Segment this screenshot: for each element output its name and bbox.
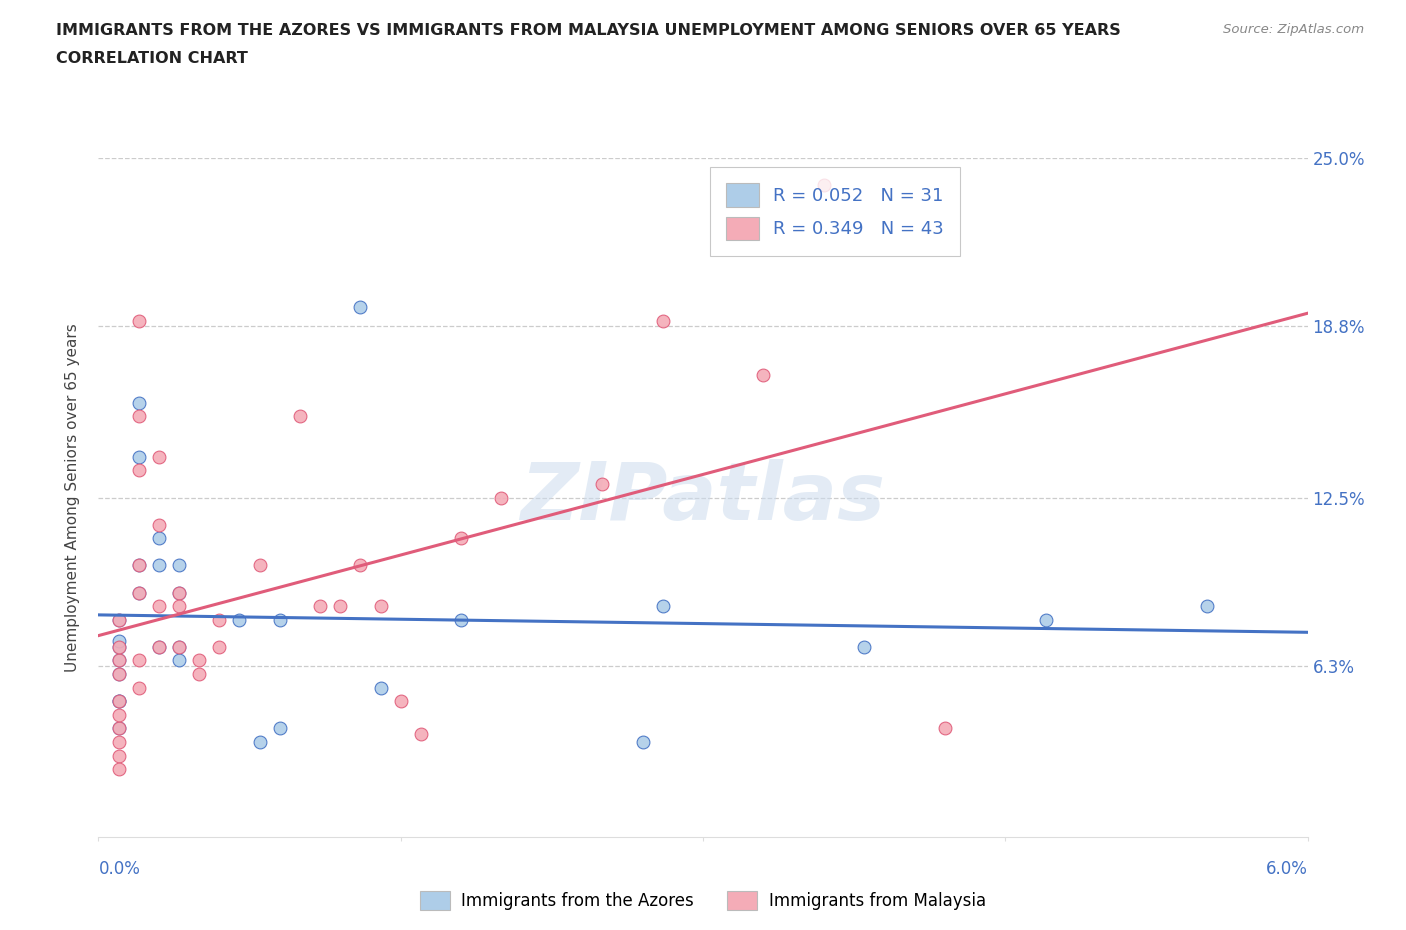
- Point: [107, 735, 129, 750]
- Point: [148, 449, 170, 464]
- Point: [188, 667, 211, 682]
- Point: [107, 640, 129, 655]
- Point: [167, 640, 190, 655]
- Point: [107, 694, 129, 709]
- Point: [450, 531, 472, 546]
- Text: 6.0%: 6.0%: [1265, 860, 1308, 878]
- Text: CORRELATION CHART: CORRELATION CHART: [56, 51, 247, 66]
- Text: 0.0%: 0.0%: [98, 860, 141, 878]
- Point: [208, 612, 231, 627]
- Point: [107, 762, 129, 777]
- Point: [107, 612, 129, 627]
- Point: [288, 408, 311, 423]
- Point: [107, 694, 129, 709]
- Point: [813, 178, 835, 193]
- Point: [148, 640, 170, 655]
- Point: [1035, 612, 1057, 627]
- Text: Source: ZipAtlas.com: Source: ZipAtlas.com: [1223, 23, 1364, 36]
- Point: [450, 612, 472, 627]
- Point: [148, 531, 170, 546]
- Point: [370, 680, 392, 695]
- Point: [853, 640, 876, 655]
- Point: [107, 640, 129, 655]
- Point: [1195, 599, 1218, 614]
- Y-axis label: Unemployment Among Seniors over 65 years: Unemployment Among Seniors over 65 years: [65, 324, 80, 671]
- Point: [389, 694, 412, 709]
- Point: [107, 612, 129, 627]
- Point: [249, 558, 271, 573]
- Point: [128, 408, 150, 423]
- Point: [249, 735, 271, 750]
- Point: [148, 558, 170, 573]
- Point: [591, 476, 613, 491]
- Point: [128, 558, 150, 573]
- Point: [409, 726, 432, 741]
- Point: [208, 640, 231, 655]
- Point: [349, 558, 371, 573]
- Point: [107, 667, 129, 682]
- Point: [167, 640, 190, 655]
- Point: [128, 585, 150, 600]
- Point: [934, 721, 956, 736]
- Point: [167, 653, 190, 668]
- Point: [128, 463, 150, 478]
- Point: [491, 490, 513, 505]
- Point: [370, 599, 392, 614]
- Point: [651, 313, 673, 328]
- Point: [128, 680, 150, 695]
- Point: [752, 368, 775, 383]
- Legend: R = 0.052   N = 31, R = 0.349   N = 43: R = 0.052 N = 31, R = 0.349 N = 43: [710, 167, 960, 256]
- Point: [167, 558, 190, 573]
- Point: [148, 517, 170, 532]
- Point: [349, 300, 371, 315]
- Point: [228, 612, 250, 627]
- Point: [128, 313, 150, 328]
- Legend: Immigrants from the Azores, Immigrants from Malaysia: Immigrants from the Azores, Immigrants f…: [413, 884, 993, 917]
- Point: [107, 667, 129, 682]
- Point: [107, 653, 129, 668]
- Point: [128, 558, 150, 573]
- Point: [329, 599, 352, 614]
- Point: [107, 748, 129, 763]
- Point: [128, 585, 150, 600]
- Point: [107, 721, 129, 736]
- Point: [651, 599, 673, 614]
- Point: [631, 735, 654, 750]
- Point: [148, 599, 170, 614]
- Point: [128, 395, 150, 410]
- Point: [269, 612, 291, 627]
- Point: [167, 585, 190, 600]
- Point: [107, 694, 129, 709]
- Point: [167, 585, 190, 600]
- Point: [269, 721, 291, 736]
- Point: [309, 599, 332, 614]
- Point: [107, 653, 129, 668]
- Point: [167, 599, 190, 614]
- Point: [107, 708, 129, 723]
- Text: IMMIGRANTS FROM THE AZORES VS IMMIGRANTS FROM MALAYSIA UNEMPLOYMENT AMONG SENIOR: IMMIGRANTS FROM THE AZORES VS IMMIGRANTS…: [56, 23, 1121, 38]
- Point: [107, 634, 129, 649]
- Point: [128, 653, 150, 668]
- Text: ZIPatlas: ZIPatlas: [520, 458, 886, 537]
- Point: [107, 721, 129, 736]
- Point: [128, 449, 150, 464]
- Point: [188, 653, 211, 668]
- Point: [148, 640, 170, 655]
